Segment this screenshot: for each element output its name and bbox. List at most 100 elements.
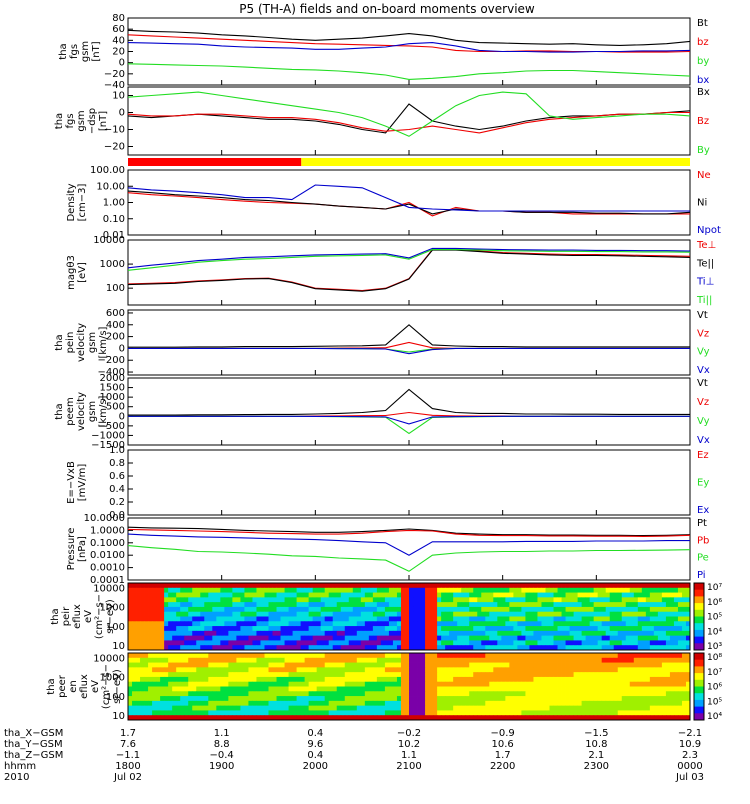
heatmap-cell	[364, 700, 370, 707]
legend-entry: Ti⊥	[696, 277, 714, 288]
heatmap-cell	[248, 630, 253, 637]
heatmap-cell	[360, 705, 366, 711]
heatmap-cell	[657, 621, 663, 627]
heatmap-cell	[509, 681, 514, 687]
heatmap-cell	[577, 606, 583, 613]
heatmap-cell	[240, 676, 245, 683]
heatmap-cell	[657, 640, 663, 646]
heatmap-cell	[589, 597, 595, 603]
heatmap-cell	[621, 696, 627, 702]
heatmap-cell	[404, 676, 410, 683]
y-tick-label: 100	[106, 622, 125, 633]
heatmap-cell	[236, 645, 241, 651]
heatmap-cell	[465, 583, 470, 589]
heatmap-cell	[633, 645, 639, 651]
heatmap-cell	[160, 672, 165, 678]
heatmap-cell	[268, 710, 273, 716]
heatmap-cell	[641, 672, 647, 678]
heatmap-cell	[140, 630, 145, 637]
heatmap-cell	[400, 606, 406, 613]
heatmap-cell	[168, 592, 173, 598]
heatmap-cell	[384, 602, 390, 608]
heatmap-cell	[220, 672, 225, 678]
heatmap-cell	[212, 587, 217, 593]
heatmap-cell	[629, 626, 635, 632]
heatmap-cell	[260, 645, 265, 651]
heatmap-cell	[605, 686, 611, 692]
heatmap-cell	[629, 676, 635, 683]
heatmap-cell	[364, 672, 370, 678]
heatmap-cell	[681, 621, 687, 627]
y-axis-label: tha	[54, 334, 65, 350]
heatmap-cell	[132, 640, 137, 646]
heatmap-cell	[216, 583, 221, 589]
heatmap-cell	[485, 640, 490, 646]
heatmap-cell	[673, 667, 679, 673]
heatmap-cell	[232, 630, 237, 637]
heatmap-cell	[573, 602, 578, 608]
heatmap-cell	[164, 681, 169, 687]
heatmap-cell	[188, 635, 193, 641]
heatmap-cell	[148, 592, 153, 598]
heatmap-cell	[441, 653, 446, 659]
heatmap-cell	[657, 700, 663, 707]
heatmap-cell	[573, 696, 578, 702]
heatmap-cell	[437, 592, 442, 598]
heatmap-cell	[469, 681, 474, 687]
heatmap-cell	[172, 705, 177, 711]
heatmap-cell	[284, 672, 289, 678]
heatmap-cell	[340, 602, 346, 608]
heatmap-cell	[453, 705, 458, 711]
heatmap-cell	[248, 616, 253, 622]
heatmap-cell	[148, 691, 153, 697]
heatmap-cell	[232, 662, 237, 668]
heatmap-cell	[525, 606, 530, 613]
heatmap-cell	[188, 626, 193, 632]
heatmap-cell	[653, 645, 659, 651]
heatmap-cell	[220, 676, 225, 683]
heatmap-cell	[473, 602, 478, 608]
heatmap-cell	[324, 606, 330, 613]
heatmap-cell	[292, 657, 297, 663]
y-axis-label: pein	[65, 332, 76, 354]
heatmap-cell	[661, 705, 667, 711]
heatmap-cell	[457, 587, 462, 593]
heatmap-cell	[232, 672, 237, 678]
heatmap-cell	[284, 657, 289, 663]
heatmap-cell	[685, 657, 691, 663]
heatmap-cell	[220, 705, 225, 711]
heatmap-cell	[485, 676, 490, 683]
heatmap-cell	[613, 626, 619, 632]
heatmap-cell	[152, 686, 157, 692]
heatmap-cell	[400, 676, 406, 683]
heatmap-cell	[509, 597, 514, 603]
heatmap-cell	[260, 672, 265, 678]
footer-value: 2.3	[682, 750, 698, 761]
heatmap-cell	[372, 705, 378, 711]
heatmap-cell	[481, 710, 486, 716]
heatmap-cell	[236, 705, 241, 711]
heatmap-cell	[396, 676, 402, 683]
heatmap-cell	[392, 616, 398, 622]
heatmap-cell	[665, 635, 671, 641]
heatmap-cell	[164, 645, 169, 651]
heatmap-cell	[581, 592, 587, 598]
heatmap-cell	[661, 676, 667, 683]
heatmap-cell	[144, 635, 149, 641]
heatmap-cell	[521, 715, 526, 721]
heatmap-cell	[621, 583, 627, 589]
heatmap-cell	[677, 626, 683, 632]
heatmap-cell	[328, 616, 334, 622]
colorbar-label: 10⁵	[707, 697, 722, 707]
heatmap-cell	[396, 672, 402, 678]
heatmap-cell	[228, 662, 233, 668]
heatmap-cell	[336, 672, 342, 678]
heatmap-cell	[188, 672, 193, 678]
heatmap-cell	[565, 640, 570, 646]
heatmap-cell	[368, 583, 374, 589]
heatmap-cell	[485, 645, 490, 651]
heatmap-cell	[433, 626, 438, 632]
heatmap-cell	[609, 635, 615, 641]
heatmap-cell	[633, 597, 639, 603]
heatmap-cell	[200, 705, 205, 711]
